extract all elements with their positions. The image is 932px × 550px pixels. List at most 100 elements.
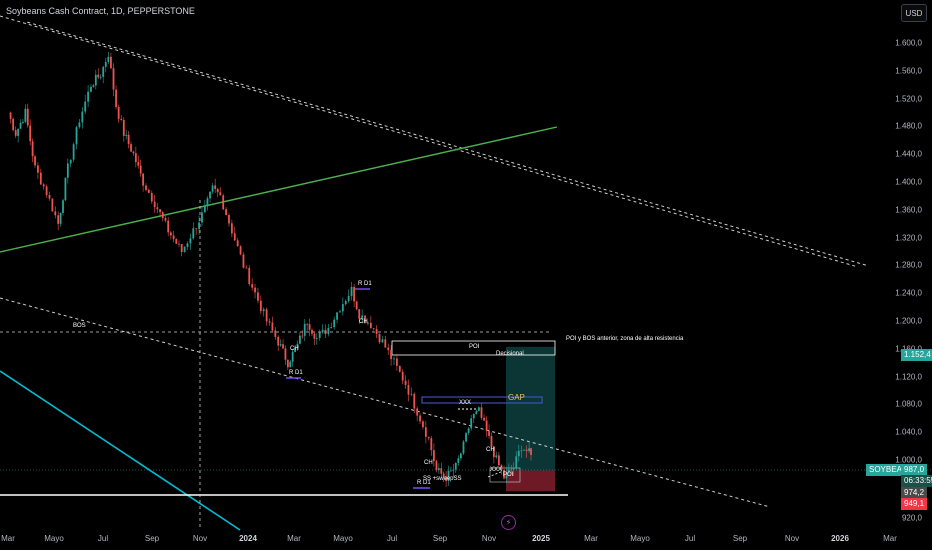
candle-body	[228, 214, 230, 224]
poi-top-label: POI	[469, 344, 480, 350]
candle-body	[422, 421, 424, 428]
x-tick-label: Jul	[386, 534, 398, 543]
candle-body	[87, 91, 89, 102]
candle-body	[528, 448, 530, 452]
candle-body	[195, 228, 198, 230]
candle-body	[279, 344, 282, 346]
rd1-high-label: R D1	[358, 281, 372, 287]
candle-body	[492, 446, 495, 458]
candle-body	[404, 380, 407, 385]
candle-body	[381, 339, 384, 343]
candle-body	[505, 472, 508, 479]
stop-zone	[506, 470, 555, 492]
candle-body	[419, 415, 421, 422]
candle-body	[167, 220, 170, 233]
candle-body	[94, 74, 97, 86]
y-tick-label: 1.120,0	[895, 372, 922, 382]
poi-bottom-box	[489, 467, 521, 483]
candle-body	[209, 191, 211, 199]
y-tick-label: 1.320,0	[895, 233, 922, 243]
candle-body	[92, 85, 95, 87]
x-tick-label: Mar	[883, 534, 897, 543]
candle-body	[296, 343, 299, 348]
candle-body	[339, 311, 341, 313]
y-tick-label: 1.280,0	[895, 260, 922, 270]
candle-body	[358, 309, 361, 319]
candle-body	[69, 159, 72, 164]
x-tick-label: Mayo	[630, 534, 650, 543]
candle-body	[437, 468, 440, 471]
lightning-icon[interactable]: ⚡	[501, 515, 516, 530]
candle-body	[37, 165, 39, 173]
candle-body	[465, 433, 467, 442]
bos-label: BOS	[73, 323, 86, 329]
candle-body	[254, 287, 256, 293]
candle-body	[515, 456, 518, 468]
y-tick-label: 1.000,0	[895, 455, 922, 465]
candle-body	[24, 108, 27, 122]
candle-body	[125, 134, 128, 136]
candle-body	[384, 339, 387, 348]
candle-body	[440, 468, 443, 474]
stop-lower-tag: 949,1	[901, 498, 928, 510]
candle-body	[132, 151, 135, 154]
upper-trendline	[27, 21, 867, 266]
candle-body	[470, 418, 473, 429]
candle-body	[97, 74, 100, 78]
currency-button[interactable]: USD	[901, 4, 927, 22]
candle-body	[64, 177, 67, 201]
candle-body	[172, 235, 175, 240]
candle-body	[485, 420, 488, 431]
y-tick-label: 1.200,0	[895, 316, 922, 326]
x-tick-label: Nov	[192, 534, 208, 543]
candle-body	[45, 186, 48, 196]
candle-body	[497, 455, 500, 466]
candle-body	[139, 165, 142, 174]
candle-body	[367, 322, 369, 324]
candle-body	[206, 198, 209, 207]
candle-body	[286, 359, 289, 368]
candle-body	[274, 330, 277, 337]
candle-body	[452, 469, 455, 471]
gap-box	[421, 396, 543, 404]
chart-title: Soybeans Cash Contract, 1D, PEPPERSTONE	[6, 6, 195, 16]
candle-body	[282, 344, 284, 349]
candle-body	[284, 348, 287, 360]
candle-body	[311, 329, 313, 334]
candle-body	[203, 206, 206, 213]
candle-body	[51, 198, 54, 212]
candle-body	[364, 315, 366, 324]
candle-body	[472, 414, 475, 419]
candle-body	[236, 240, 239, 247]
y-tick-label: 1.440,0	[895, 149, 922, 159]
candle-body	[432, 450, 435, 462]
candle-body	[107, 56, 110, 63]
candle-body	[156, 207, 159, 210]
candle-body	[99, 76, 102, 78]
candle-body	[390, 349, 393, 360]
candle-body	[134, 153, 137, 163]
candle-body	[225, 209, 227, 215]
candle-body	[375, 329, 378, 334]
candle-body	[488, 430, 490, 436]
candle-body	[483, 417, 485, 421]
candle-body	[130, 144, 132, 152]
candle-body	[14, 130, 17, 136]
y-tick-label: 1.560,0	[895, 66, 922, 76]
candle-body	[219, 192, 222, 196]
candle-body	[530, 448, 532, 455]
candle-body	[39, 172, 42, 185]
candle-body	[353, 286, 356, 302]
candle-body	[189, 238, 192, 244]
candle-body	[500, 465, 503, 471]
x-tick-label: Sep	[732, 534, 748, 543]
rd1-low-label: R D1	[289, 370, 303, 376]
candle-body	[424, 427, 427, 437]
candle-body	[251, 284, 254, 288]
candle-body	[161, 212, 164, 219]
poi-box	[391, 340, 556, 356]
candle-body	[259, 300, 262, 312]
poi-note-label: POI y BOS anterior, zona de alta resiste…	[566, 336, 684, 342]
candle-body	[102, 66, 105, 77]
